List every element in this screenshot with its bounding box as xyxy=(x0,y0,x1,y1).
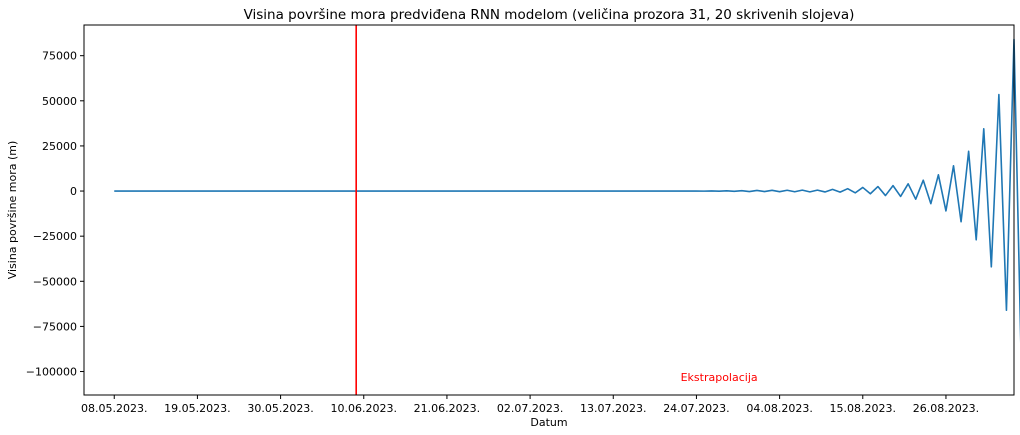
y-tick-label: −75000 xyxy=(33,320,77,333)
plot-frame xyxy=(83,24,1015,396)
y-tick-label: −100000 xyxy=(26,366,77,379)
chart-title: Visina površine mora predviđena RNN mode… xyxy=(244,7,855,23)
x-tick-label: 26.08.2023. xyxy=(913,402,979,415)
x-tick-label: 21.06.2023. xyxy=(414,402,480,415)
y-tick-label: 75000 xyxy=(42,50,77,63)
y-axis: 75000 50000 25000 0 −25000 −50000 −75000 −10000… xyxy=(26,50,84,379)
series-line-0 xyxy=(114,38,1020,344)
plot-area: Ekstrapolacija xyxy=(114,25,1020,395)
x-tick-label: 24.07.2023. xyxy=(663,402,729,415)
x-axis-title: Datum xyxy=(530,416,567,429)
extrapolation-annotation: Ekstrapolacija xyxy=(681,371,758,384)
x-tick-label: 02.07.2023. xyxy=(497,402,563,415)
x-tick-label: 04.08.2023. xyxy=(746,402,812,415)
y-tick-label: −50000 xyxy=(33,275,77,288)
x-axis: 08.05.2023. 19.05.2023. 30.05.2023. 10.06.2… xyxy=(81,395,979,415)
y-tick-label: −25000 xyxy=(33,230,77,243)
y-tick-label: 50000 xyxy=(42,95,77,108)
x-tick-label: 13.07.2023. xyxy=(580,402,646,415)
x-tick-label: 30.05.2023. xyxy=(247,402,313,415)
y-tick-label: 25000 xyxy=(42,140,77,153)
x-tick-label: 19.05.2023. xyxy=(164,402,230,415)
x-tick-label: 10.06.2023. xyxy=(331,402,397,415)
y-axis-title: Visina površine mora (m) xyxy=(6,141,19,280)
x-tick-label: 15.08.2023. xyxy=(830,402,896,415)
y-tick-label: 0 xyxy=(70,185,77,198)
x-tick-label: 08.05.2023. xyxy=(81,402,147,415)
plot-background xyxy=(84,25,1014,395)
